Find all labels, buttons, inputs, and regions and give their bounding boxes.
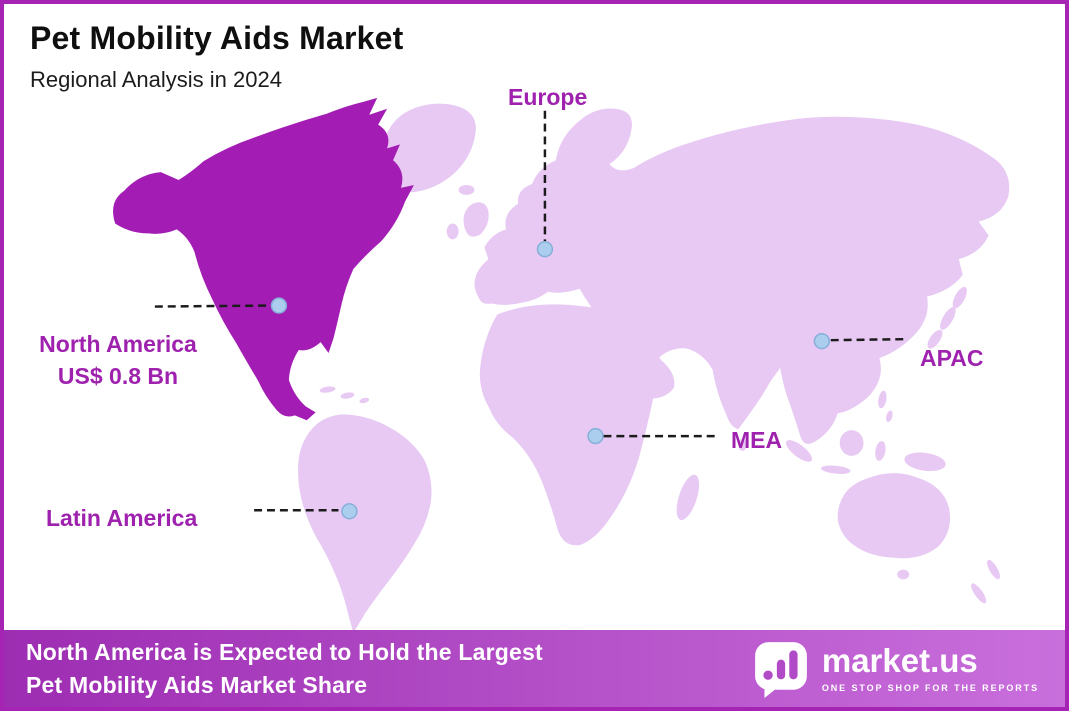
region-tasmania: [897, 569, 910, 580]
page-title: Pet Mobility Aids Market: [30, 20, 404, 56]
region-borneo: [839, 430, 864, 456]
region-new-zealand-south: [971, 583, 987, 604]
region-sulawesi: [875, 441, 886, 461]
region-philippines-north: [878, 390, 887, 409]
label-north-america-value: US$ 0.8 Bn: [57, 363, 179, 390]
region-eurasia: [474, 108, 1010, 444]
marker-latin-america: [341, 503, 358, 520]
brand-name: market.us: [821, 642, 978, 679]
region-philippines-south: [886, 410, 893, 423]
brand: market.us ONE STOP SHOP FOR THE REPORTS: [752, 640, 1039, 698]
label-mea: MEA: [731, 427, 783, 453]
footer-headline-line2: Pet Mobility Aids Market Share: [26, 671, 368, 698]
region-java: [820, 465, 851, 474]
region-japan-south: [927, 329, 943, 349]
brand-text: market.us ONE STOP SHOP FOR THE REPORTS: [822, 644, 1039, 693]
region-sri-lanka: [738, 439, 747, 451]
region-united-kingdom: [463, 202, 489, 237]
page-subtitle: Regional Analysis in 2024: [30, 67, 282, 92]
region-greenland: [383, 103, 476, 193]
region-caribbean-cuba: [319, 386, 336, 393]
label-north-america-name: North America: [39, 331, 197, 357]
region-iceland: [458, 184, 475, 195]
region-new-guinea: [904, 452, 946, 472]
footer-headline: North America is Expected to Hold the La…: [26, 636, 543, 701]
region-ireland: [446, 223, 459, 240]
leader-north-america: [154, 304, 270, 308]
region-sumatra: [785, 440, 813, 462]
region-australia: [837, 473, 951, 559]
marker-apac: [813, 333, 831, 350]
label-latin-america: Latin America: [46, 505, 198, 531]
region-new-zealand-north: [987, 559, 1000, 580]
label-apac: APAC: [920, 345, 984, 371]
marketus-logo-icon: [754, 641, 807, 698]
header: Pet Mobility Aids Market Regional Analys…: [30, 20, 403, 93]
region-japan-north: [952, 286, 967, 309]
world-map: [113, 97, 1010, 633]
brand-tagline: ONE STOP SHOP FOR THE REPORTS: [821, 683, 1039, 693]
region-caribbean-small: [359, 397, 370, 404]
region-north-america-highlighted: [113, 97, 414, 421]
marker-europe: [536, 241, 554, 258]
marker-north-america: [270, 297, 288, 314]
region-italy: [519, 265, 537, 297]
label-north-america: North America US$ 0.8 Bn: [18, 328, 218, 392]
region-japan-main: [940, 307, 956, 330]
region-madagascar: [676, 474, 700, 521]
region-caribbean-hispaniola: [340, 392, 355, 399]
region-africa: [479, 304, 675, 546]
footer-banner: North America is Expected to Hold the La…: [4, 630, 1065, 707]
label-europe: Europe: [508, 84, 588, 110]
footer-headline-line1: North America is Expected to Hold the La…: [26, 638, 543, 665]
region-south-america: [298, 414, 432, 633]
marker-mea: [587, 427, 604, 445]
